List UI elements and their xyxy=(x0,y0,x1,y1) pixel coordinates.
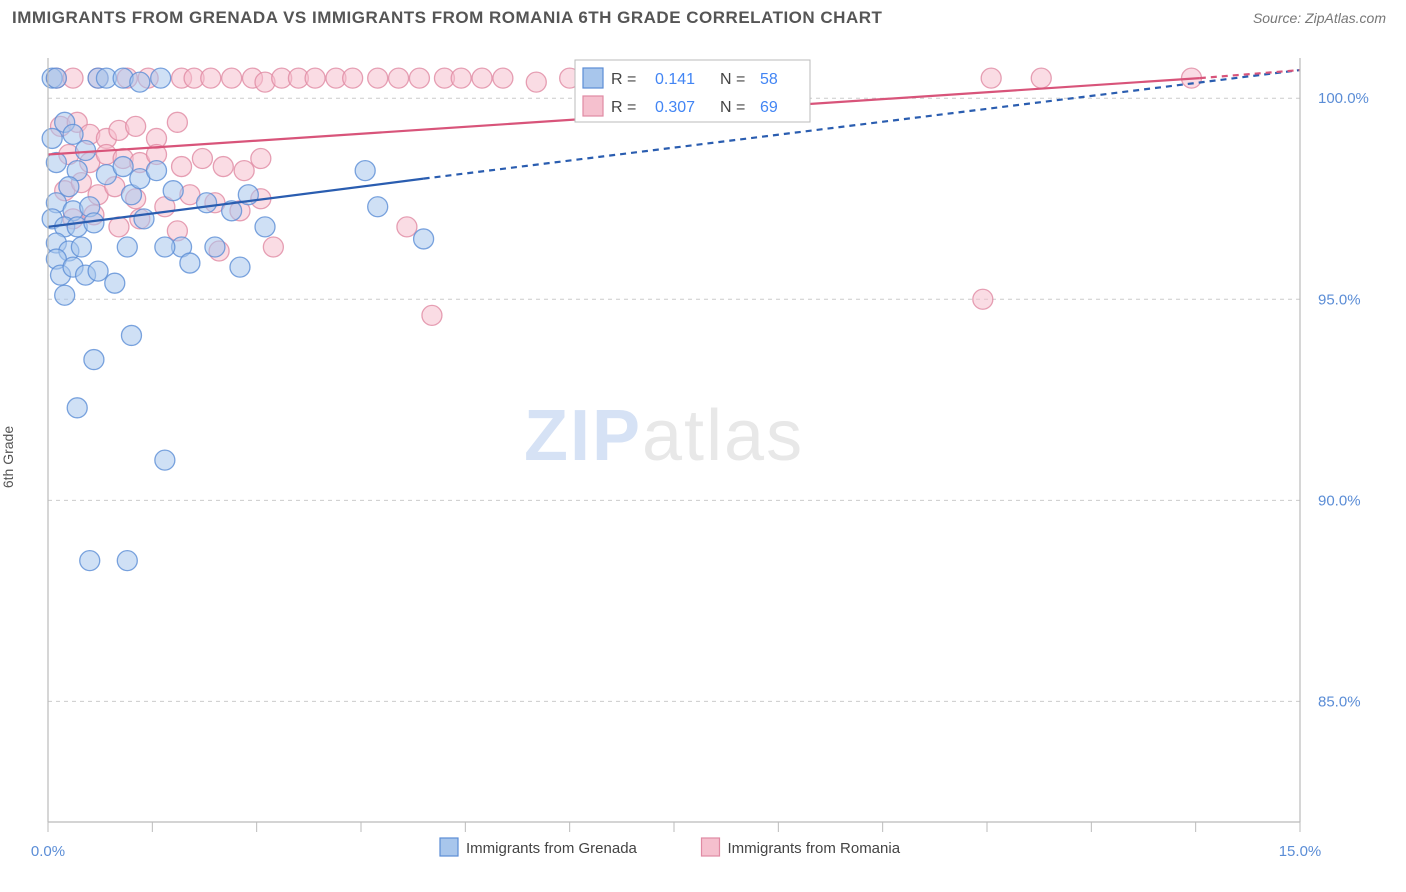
svg-text:100.0%: 100.0% xyxy=(1318,90,1369,107)
y-axis-label: 6th Grade xyxy=(0,426,16,488)
svg-text:Immigrants from Grenada: Immigrants from Grenada xyxy=(466,840,638,857)
svg-text:0.141: 0.141 xyxy=(655,71,695,88)
svg-text:95.0%: 95.0% xyxy=(1318,291,1361,308)
svg-text:N =: N = xyxy=(720,99,745,116)
svg-text:N =: N = xyxy=(720,71,745,88)
svg-text:85.0%: 85.0% xyxy=(1318,693,1361,710)
svg-text:R =: R = xyxy=(611,71,636,88)
chart-title: IMMIGRANTS FROM GRENADA VS IMMIGRANTS FR… xyxy=(12,8,882,28)
svg-text:ZIPatlas: ZIPatlas xyxy=(524,396,804,476)
svg-text:69: 69 xyxy=(760,99,778,116)
svg-text:58: 58 xyxy=(760,71,778,88)
svg-text:15.0%: 15.0% xyxy=(1279,843,1322,860)
svg-text:0.307: 0.307 xyxy=(655,99,695,116)
svg-text:0.0%: 0.0% xyxy=(31,843,65,860)
svg-text:R =: R = xyxy=(611,99,636,116)
svg-text:Immigrants from Romania: Immigrants from Romania xyxy=(728,840,901,857)
svg-text:90.0%: 90.0% xyxy=(1318,492,1361,509)
scatter-chart: 85.0% 90.0% 95.0% 100.0% ZIPatlas 0.0% 15.0% Im… xyxy=(0,32,1406,882)
source-attribution: Source: ZipAtlas.com xyxy=(1253,10,1386,26)
